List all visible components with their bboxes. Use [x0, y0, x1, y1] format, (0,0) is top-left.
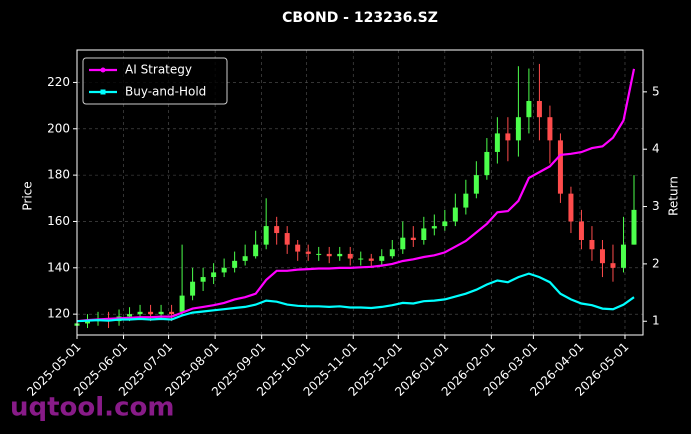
y2-tick-label: 2: [652, 256, 660, 270]
candle-body: [242, 256, 248, 261]
y2-tick-label: 1: [652, 314, 660, 328]
candle-body: [347, 253, 353, 259]
candle-body: [368, 258, 374, 261]
candle-body: [578, 221, 584, 240]
y-tick-label: 120: [47, 307, 70, 321]
candle-body: [326, 253, 332, 257]
candle-body: [442, 221, 448, 227]
watermark: uqtool.com: [10, 393, 174, 423]
candle-body: [169, 311, 175, 315]
candle-body: [295, 244, 301, 252]
candle-body: [610, 263, 616, 268]
candle-body: [400, 237, 406, 250]
legend-label: AI Strategy: [125, 63, 192, 77]
candle-body: [190, 281, 196, 296]
candle-body: [337, 253, 343, 257]
legend-marker: [100, 89, 106, 95]
candle-body: [620, 244, 626, 268]
legend-box: [82, 57, 228, 105]
candle-body: [631, 209, 637, 245]
candle-body: [148, 311, 154, 315]
candle-body: [200, 277, 206, 282]
candle-body: [358, 258, 364, 260]
candle-body: [305, 251, 311, 254]
candle-body: [494, 133, 500, 152]
candle-body: [421, 228, 427, 240]
legend-label: Buy-and-Hold: [125, 85, 206, 99]
return-line: [76, 68, 636, 323]
candle-body: [379, 256, 385, 261]
candle-body: [515, 117, 521, 141]
candle-body: [263, 226, 269, 245]
y-tick-label: 200: [47, 121, 70, 135]
candle-body: [473, 175, 479, 194]
y-tick-label: 180: [47, 168, 70, 182]
candle-body: [127, 314, 133, 317]
candle-body: [221, 267, 227, 273]
candle-body: [410, 237, 416, 240]
candle-body: [253, 244, 259, 257]
y2-axis-label: Return: [667, 176, 681, 216]
candle-body: [137, 311, 143, 315]
candle-body: [557, 140, 563, 194]
candle-body: [536, 100, 542, 118]
candle-body: [526, 100, 532, 118]
candle-body: [85, 321, 91, 324]
y-tick-label: 140: [47, 260, 70, 274]
plot-frame: [76, 49, 644, 336]
candle-body: [158, 311, 164, 315]
candle-body: [284, 233, 290, 245]
candle-body: [463, 193, 469, 208]
chart-title: CBOND - 123236.SZ: [282, 10, 438, 26]
candle-body: [484, 151, 490, 176]
y-axis-label: Price: [21, 181, 35, 210]
y2-tick-label: 3: [652, 199, 660, 213]
candle-body: [547, 117, 553, 141]
candle-body: [431, 226, 437, 229]
y-tick-label: 160: [47, 214, 70, 228]
candle-body: [599, 249, 605, 264]
candle-body: [505, 133, 511, 141]
candle-body: [274, 226, 280, 234]
y2-tick-label: 5: [652, 84, 660, 98]
legend-marker: [100, 67, 106, 73]
candle-body: [232, 260, 238, 268]
candle-body: [568, 193, 574, 222]
y2-tick-label: 4: [652, 142, 660, 156]
candle-body: [589, 240, 595, 250]
return-line: [76, 272, 635, 323]
candle-body: [316, 253, 322, 255]
candle-body: [389, 249, 395, 257]
candle-body: [452, 207, 458, 222]
candle-body: [179, 295, 185, 312]
candle-body: [211, 272, 217, 278]
y-tick-label: 220: [47, 75, 70, 89]
